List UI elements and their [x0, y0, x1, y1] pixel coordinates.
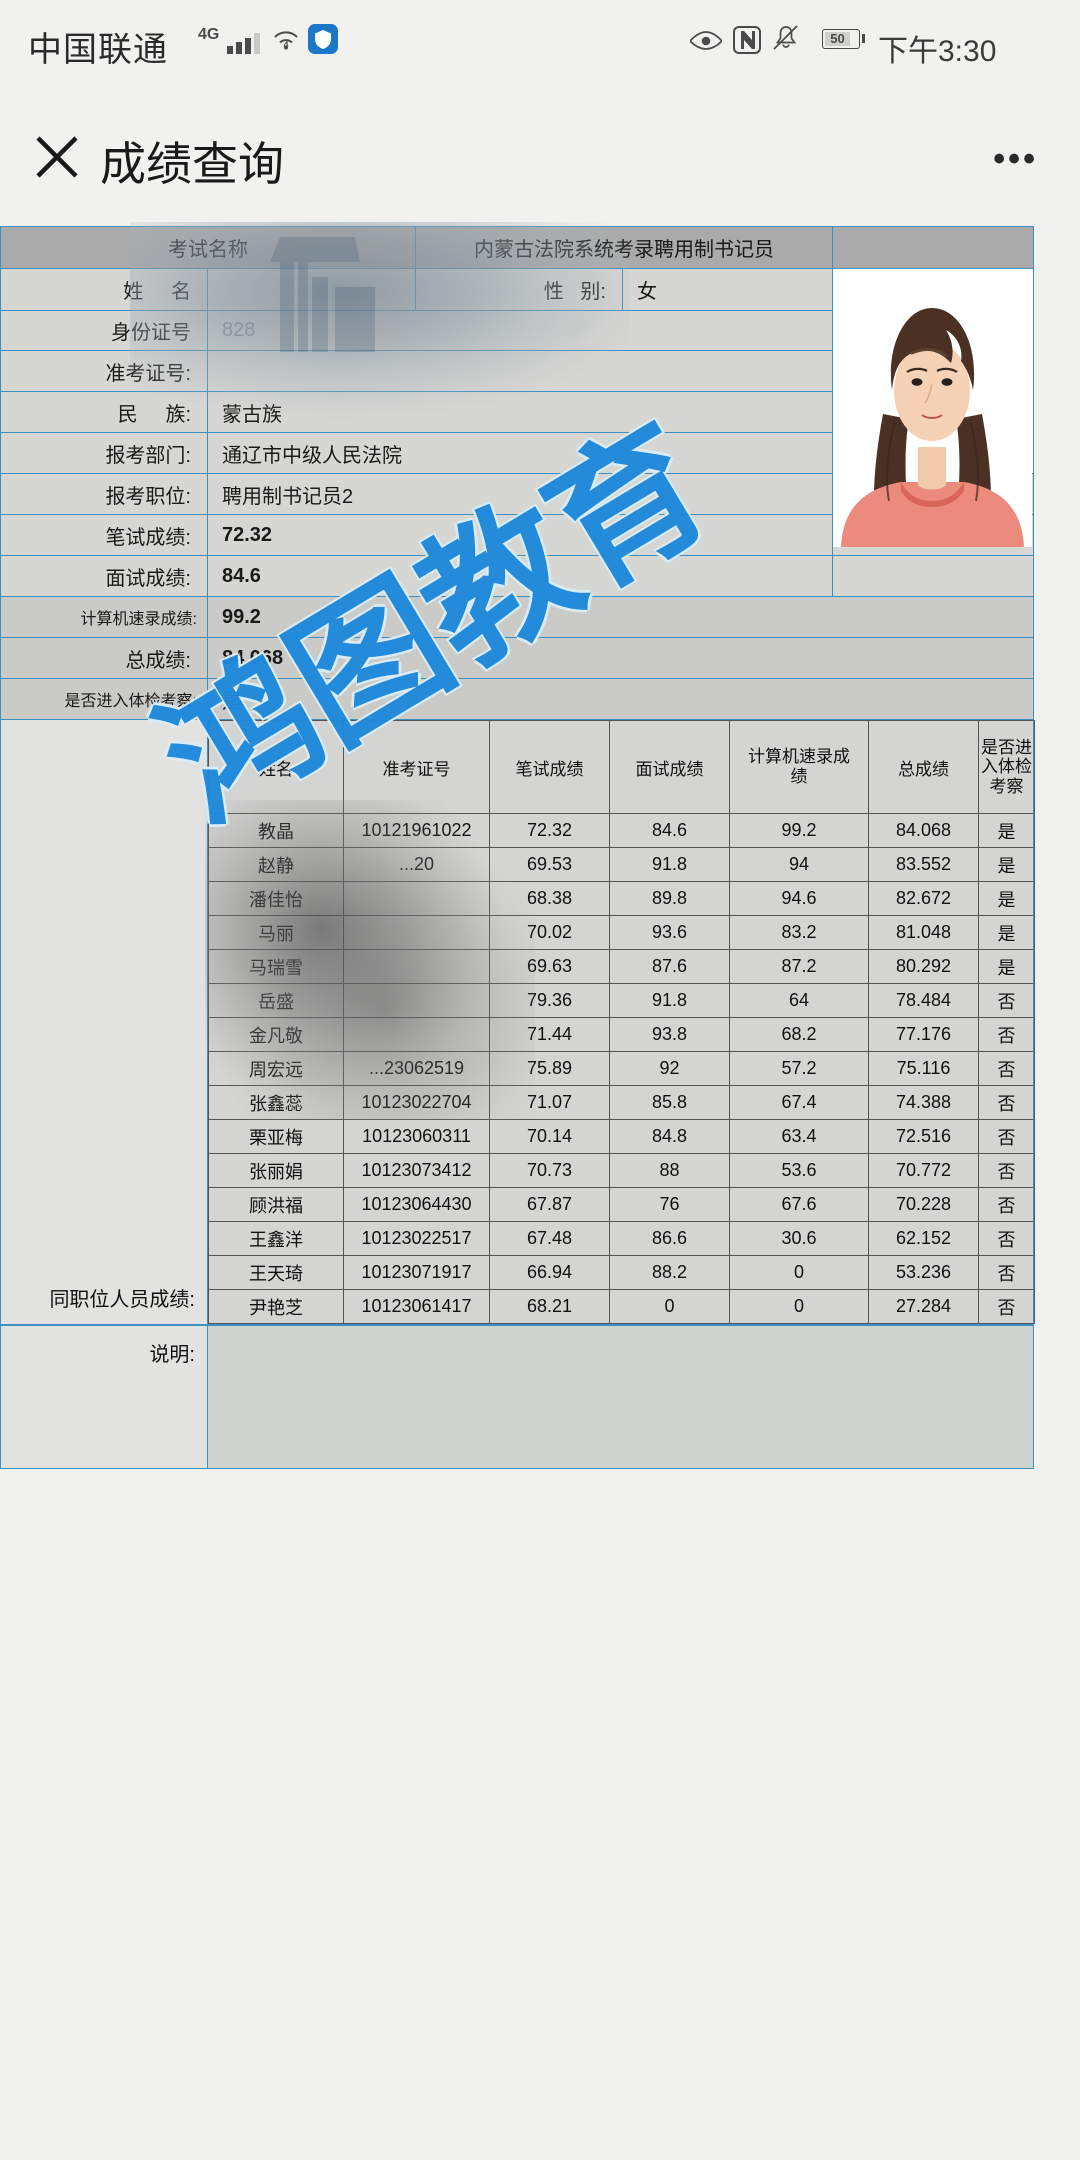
svg-text:4: 4	[283, 40, 288, 50]
